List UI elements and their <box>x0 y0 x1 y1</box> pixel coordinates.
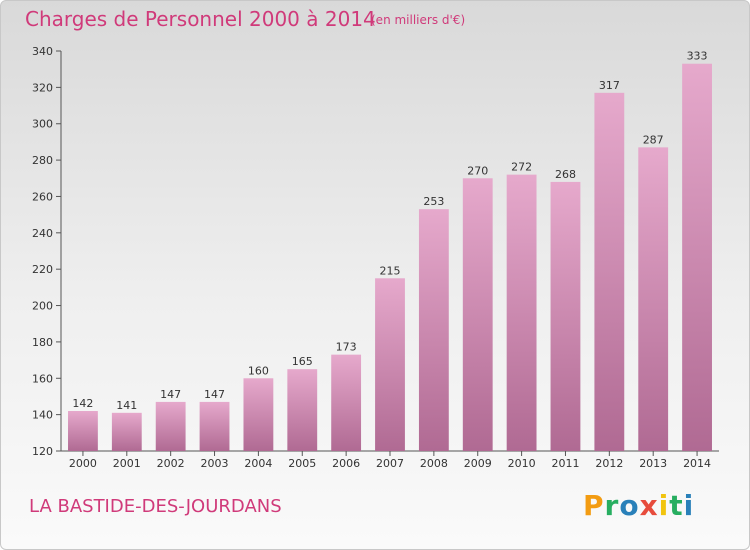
bar-2004 <box>243 378 274 451</box>
y-tick-label: 300 <box>32 118 53 131</box>
data-label-2007: 215 <box>380 264 401 277</box>
y-tick-label: 340 <box>32 45 53 58</box>
x-tick-label-2010: 2010 <box>508 457 536 470</box>
data-label-2011: 268 <box>555 168 576 181</box>
data-label-2003: 147 <box>204 388 225 401</box>
chart-subtitle: (en milliers d'€) <box>371 13 466 27</box>
x-tick-label-2000: 2000 <box>69 457 97 470</box>
logo-letter: x <box>639 489 659 522</box>
y-tick-label: 260 <box>32 190 53 203</box>
x-tick-label-2011: 2011 <box>551 457 579 470</box>
bar-2002 <box>155 401 186 451</box>
x-tick-label-2002: 2002 <box>157 457 185 470</box>
commune-name: LA BASTIDE-DES-JOURDANS <box>29 496 282 517</box>
bar-2000 <box>68 411 98 451</box>
x-tick-label-2004: 2004 <box>244 457 272 470</box>
bar-2005 <box>287 369 318 451</box>
logo-letter: i <box>683 489 695 522</box>
logo-letter: r <box>604 489 620 522</box>
chart-axes: 120 140 160 180 200 220 240 260 280 300 320 340 2000… <box>32 45 719 470</box>
y-tick-label: 200 <box>32 300 53 313</box>
y-tick-label: 240 <box>32 227 53 240</box>
y-tick-label: 320 <box>32 81 53 94</box>
data-label-2012: 317 <box>599 79 620 92</box>
x-tick-label-2001: 2001 <box>113 457 141 470</box>
logo-letter: o <box>619 489 640 522</box>
y-tick-label: 220 <box>32 263 53 276</box>
data-label-2001: 141 <box>116 399 137 412</box>
x-tick-label-2012: 2012 <box>595 457 623 470</box>
x-tick-label-2005: 2005 <box>288 457 316 470</box>
data-label-2008: 253 <box>423 195 444 208</box>
x-tick-label-2006: 2006 <box>332 457 360 470</box>
bar-2007 <box>375 278 405 451</box>
bar-2012 <box>594 92 625 452</box>
bar-2010 <box>506 174 537 452</box>
chart-title: Charges de Personnel 2000 à 2014 <box>25 7 376 31</box>
proxiti-logo: Proxiti <box>583 489 694 522</box>
y-tick-label: 280 <box>32 154 53 167</box>
data-label-2004: 160 <box>248 364 269 377</box>
bar-2013 <box>638 147 669 451</box>
y-tick-label: 140 <box>32 409 53 422</box>
data-label-2005: 165 <box>292 355 313 368</box>
data-label-2010: 272 <box>511 161 532 174</box>
data-label-2014: 333 <box>687 50 708 63</box>
data-label-2002: 147 <box>160 388 181 401</box>
chart-data-labels: 142 141 147 147 160 165 173 215 253 270 272 268 317 2… <box>72 50 707 412</box>
x-tick-label-2009: 2009 <box>464 457 492 470</box>
bar-2009 <box>462 178 493 452</box>
x-tick-label-2003: 2003 <box>201 457 229 470</box>
bar-2001 <box>111 412 142 451</box>
logo-letter: P <box>583 489 605 522</box>
bar-2008 <box>418 209 449 451</box>
x-tick-label-2014: 2014 <box>683 457 711 470</box>
y-tick-label: 120 <box>32 445 53 458</box>
y-tick-label: 160 <box>32 372 53 385</box>
bar-2006 <box>331 354 362 451</box>
chart-bars <box>68 63 712 452</box>
logo-letter: i <box>658 489 670 522</box>
y-tick-label: 180 <box>32 336 53 349</box>
bar-2003 <box>199 401 230 451</box>
x-tick-label-2013: 2013 <box>639 457 667 470</box>
x-tick-label-2008: 2008 <box>420 457 448 470</box>
logo-letter: t <box>669 489 684 522</box>
x-tick-label-2007: 2007 <box>376 457 404 470</box>
data-label-2009: 270 <box>467 164 488 177</box>
bar-chart: 120 140 160 180 200 220 240 260 280 300 320 340 2000… <box>32 45 719 470</box>
data-label-2006: 173 <box>336 341 357 354</box>
bar-2011 <box>550 181 581 451</box>
bar-2014 <box>682 63 712 452</box>
data-label-2013: 287 <box>643 133 664 146</box>
data-label-2000: 142 <box>72 397 93 410</box>
